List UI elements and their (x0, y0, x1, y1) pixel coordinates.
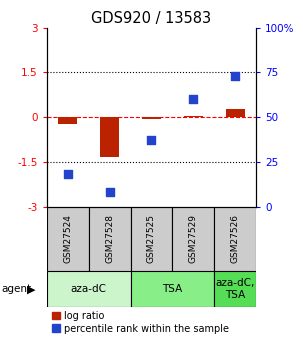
Text: TSA: TSA (162, 284, 182, 294)
Text: GSM27526: GSM27526 (231, 214, 240, 263)
Bar (58, 117, 77, 124)
Bar (47, 207, 89, 271)
Bar (214, 207, 256, 271)
Bar (89, 207, 131, 271)
Text: GSM27525: GSM27525 (147, 214, 156, 263)
Text: GSM27528: GSM27528 (105, 214, 114, 263)
Bar (100, 117, 119, 157)
Title: GDS920 / 13583: GDS920 / 13583 (92, 11, 211, 27)
Point (191, 97, 196, 102)
Text: GSM27529: GSM27529 (189, 214, 198, 263)
Bar (131, 207, 172, 271)
Point (149, 138, 154, 143)
Text: GSM27524: GSM27524 (63, 214, 72, 263)
Point (65, 172, 70, 177)
Bar (172, 207, 214, 271)
Text: ▶: ▶ (27, 284, 35, 294)
Text: aza-dC: aza-dC (71, 284, 107, 294)
Text: aza-dC,
TSA: aza-dC, TSA (215, 278, 255, 300)
Point (107, 189, 112, 195)
Bar (184, 116, 203, 117)
Legend: log ratio, percentile rank within the sample: log ratio, percentile rank within the sa… (52, 310, 229, 334)
Text: agent: agent (2, 284, 32, 294)
Bar (131, 271, 214, 307)
Point (233, 73, 238, 79)
Bar (47, 271, 131, 307)
Bar (226, 109, 245, 117)
Bar (214, 271, 256, 307)
Bar (142, 117, 161, 119)
